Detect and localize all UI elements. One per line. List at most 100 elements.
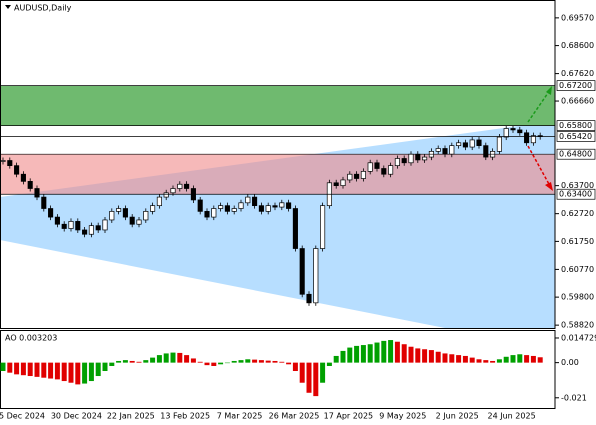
- candle: [367, 162, 373, 172]
- ao-bar: [258, 360, 264, 363]
- candle: [374, 162, 380, 169]
- ao-bar: [354, 345, 360, 363]
- ao-bar: [82, 362, 88, 384]
- ao-bar: [54, 362, 60, 380]
- ao-bar: [41, 362, 47, 378]
- candle: [394, 158, 400, 166]
- ao-bar: [510, 355, 516, 363]
- candle: [75, 221, 81, 231]
- ao-bar: [333, 355, 339, 363]
- ao-bar: [218, 362, 224, 365]
- ao-bar: [211, 362, 217, 366]
- y-tick-label: 0.63700: [561, 181, 594, 190]
- candle: [136, 219, 142, 225]
- ao-bar: [435, 351, 441, 363]
- ao-bar: [306, 362, 312, 393]
- candle: [347, 173, 353, 181]
- ao-bar: [61, 362, 67, 382]
- candle: [415, 153, 421, 161]
- ao-bar: [20, 362, 26, 376]
- ao-bar: [408, 346, 414, 363]
- ao-bar: [360, 345, 366, 363]
- candle: [286, 202, 292, 209]
- ao-bar: [102, 362, 108, 372]
- candle: [177, 183, 183, 189]
- ao-bar: [204, 362, 210, 366]
- ao-bar: [129, 360, 135, 363]
- ao-bar: [109, 362, 115, 366]
- ao-bar: [401, 344, 407, 363]
- ao-bar: [252, 359, 258, 363]
- x-tick-label: 26 Mar 2025: [269, 412, 320, 421]
- candle: [442, 148, 448, 155]
- ao-bar: [388, 340, 394, 363]
- candle: [360, 171, 366, 179]
- ao-bar: [422, 349, 428, 363]
- ao-bar: [320, 362, 326, 383]
- up-arrow: [527, 89, 551, 123]
- y-tick-label: 0.60770: [561, 265, 594, 274]
- ao-bar: [381, 340, 387, 363]
- zone: [1, 154, 555, 195]
- candle: [88, 225, 94, 235]
- candle: [320, 205, 326, 249]
- candle: [197, 199, 203, 212]
- level-label: 0.63400: [559, 190, 592, 199]
- candle: [456, 142, 462, 146]
- candle: [61, 223, 67, 229]
- ao-bar: [490, 360, 496, 363]
- level-label: 0.67200: [559, 81, 592, 90]
- candle: [476, 139, 482, 146]
- candle: [435, 148, 441, 152]
- candle: [150, 205, 156, 212]
- ao-bar: [299, 362, 305, 383]
- ao-bar: [163, 353, 169, 363]
- candle: [68, 221, 74, 229]
- ao-bar: [190, 358, 196, 363]
- candle: [265, 205, 271, 212]
- level-box: [556, 148, 596, 160]
- candle: [408, 153, 414, 164]
- ao-bar: [14, 362, 20, 375]
- ao-bar: [347, 347, 353, 363]
- candle: [333, 182, 339, 187]
- level-label: 0.65800: [559, 121, 592, 130]
- ao-bar: [292, 362, 298, 372]
- candle: [299, 248, 305, 295]
- ind-tick-label: 0.00: [561, 358, 579, 367]
- y-tick-label: 0.66660: [561, 97, 594, 106]
- candle: [340, 179, 346, 187]
- ao-bar: [340, 350, 346, 363]
- ao-bar: [286, 362, 292, 365]
- candle: [449, 145, 455, 155]
- zone: [1, 85, 555, 126]
- candle: [184, 183, 190, 189]
- candle: [252, 196, 258, 207]
- candle: [388, 165, 394, 175]
- y-tick-label: 0.59800: [561, 293, 594, 302]
- candle: [0, 160, 6, 162]
- candle: [34, 188, 40, 198]
- candle: [116, 208, 122, 212]
- candle: [272, 205, 278, 208]
- level-label: 0.65420: [559, 132, 592, 141]
- ao-bar: [27, 362, 33, 377]
- candle: [204, 211, 210, 218]
- candle: [530, 135, 536, 144]
- candle: [122, 208, 128, 218]
- menu-triangle: [5, 5, 11, 9]
- ao-bar: [367, 344, 373, 363]
- ao-bar: [34, 362, 40, 377]
- ao-bar: [449, 354, 455, 363]
- ao-bar: [48, 362, 54, 379]
- candle: [496, 136, 502, 152]
- candle: [279, 202, 285, 208]
- candle: [401, 158, 407, 164]
- ao-bar: [476, 359, 482, 363]
- ao-bar: [428, 350, 434, 363]
- candle: [20, 173, 26, 182]
- ao-bar: [136, 361, 142, 363]
- down-arrow: [527, 145, 551, 187]
- candle: [218, 205, 224, 209]
